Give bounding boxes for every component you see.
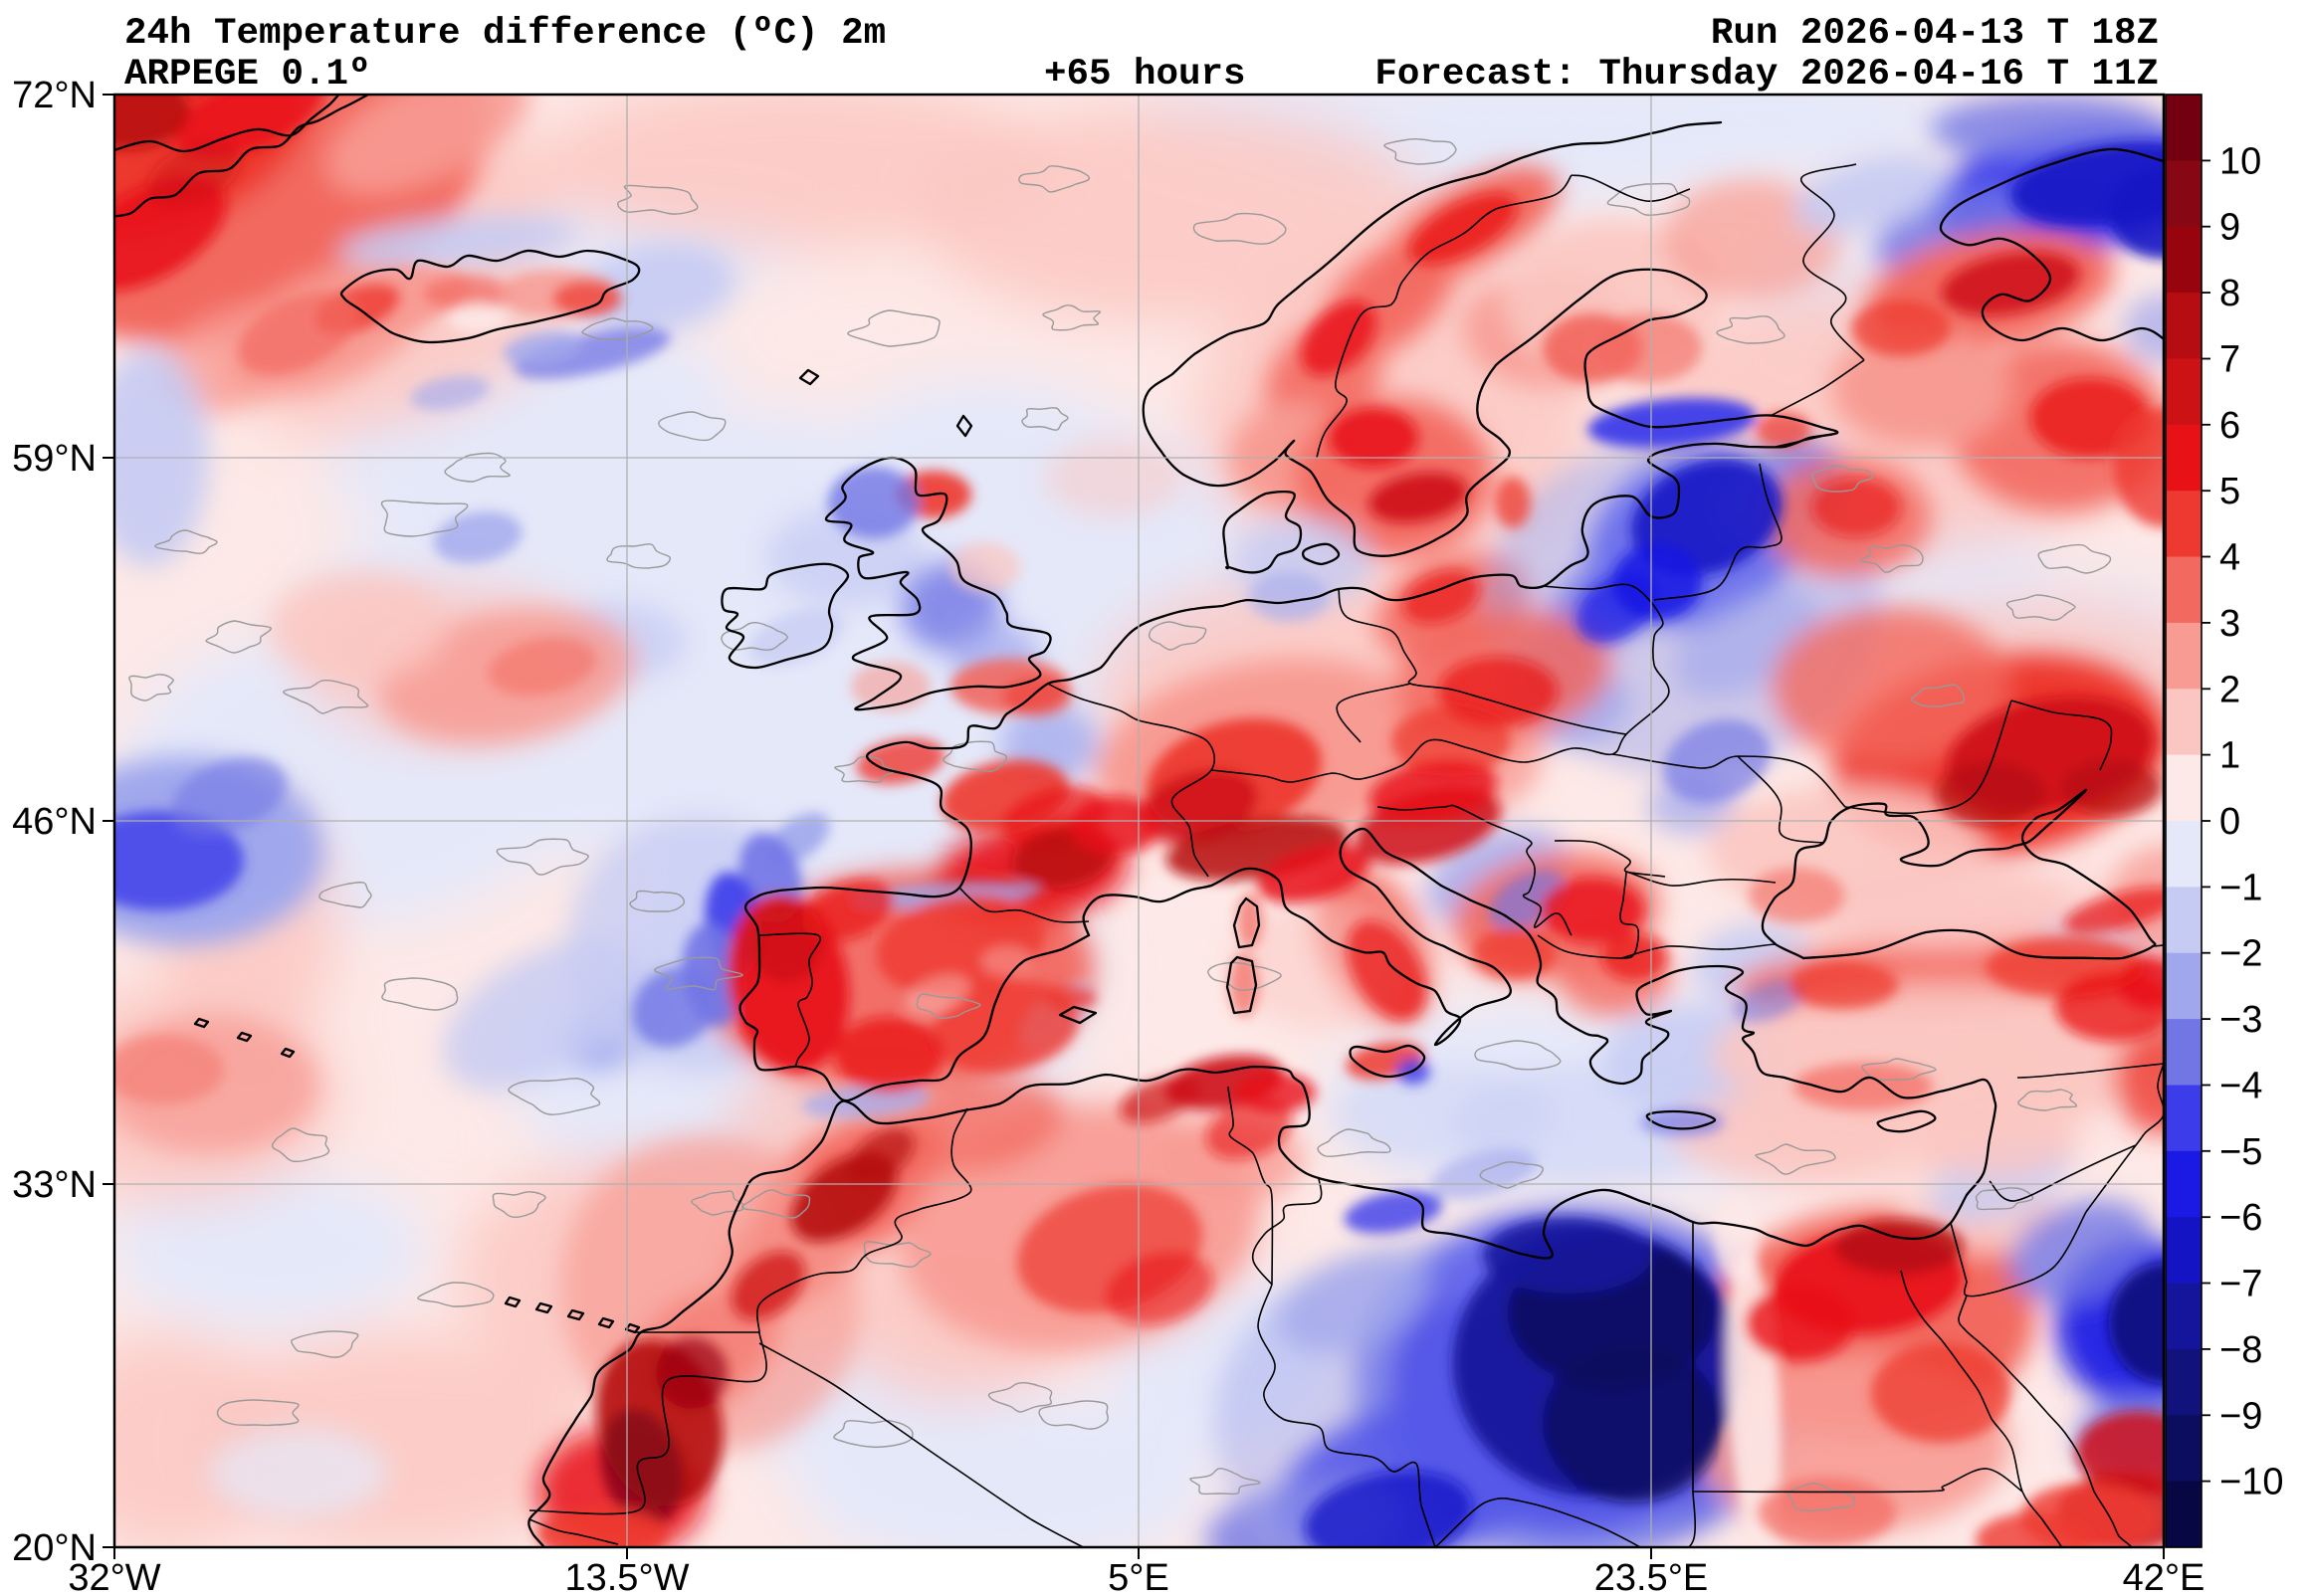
svg-text:Run 2026-04-13 T 18Z: Run 2026-04-13 T 18Z [1711,13,2159,55]
svg-text:−6: −6 [2219,1197,2262,1239]
svg-text:42°E: 42°E [2123,1557,2205,1596]
svg-text:20°N: 20°N [12,1527,97,1569]
svg-text:7: 7 [2219,339,2240,381]
svg-text:+65 hours: +65 hours [1044,54,1246,96]
svg-text:72°N: 72°N [12,75,97,116]
svg-text:−7: −7 [2219,1264,2262,1305]
svg-text:46°N: 46°N [12,801,97,843]
svg-text:1: 1 [2219,735,2240,777]
svg-text:−8: −8 [2219,1329,2262,1371]
svg-text:0: 0 [2219,801,2240,843]
svg-text:3: 3 [2219,603,2240,645]
svg-text:5°E: 5°E [1108,1557,1169,1596]
svg-text:ARPEGE 0.1º: ARPEGE 0.1º [124,54,371,96]
svg-text:4: 4 [2219,537,2240,579]
svg-text:24h Temperature difference (ºC: 24h Temperature difference (ºC) 2m [124,13,886,55]
svg-text:−1: −1 [2219,867,2262,908]
svg-text:23.5°E: 23.5°E [1594,1557,1709,1596]
svg-text:9: 9 [2219,207,2240,249]
svg-text:6: 6 [2219,405,2240,447]
svg-text:13.5°W: 13.5°W [564,1557,689,1596]
svg-text:Forecast: Thursday 2026-04-16: Forecast: Thursday 2026-04-16 T 11Z [1374,54,2159,96]
svg-text:−3: −3 [2219,999,2262,1041]
svg-text:33°N: 33°N [12,1164,97,1206]
svg-text:−10: −10 [2219,1462,2283,1503]
svg-text:−2: −2 [2219,933,2262,975]
svg-text:−4: −4 [2219,1066,2262,1107]
svg-text:5: 5 [2219,471,2240,512]
svg-text:10: 10 [2219,140,2261,182]
svg-text:2: 2 [2219,669,2240,710]
svg-text:−5: −5 [2219,1131,2262,1173]
svg-text:8: 8 [2219,273,2240,314]
svg-text:32°W: 32°W [68,1557,160,1596]
svg-text:−9: −9 [2219,1395,2262,1437]
svg-text:59°N: 59°N [12,438,97,480]
